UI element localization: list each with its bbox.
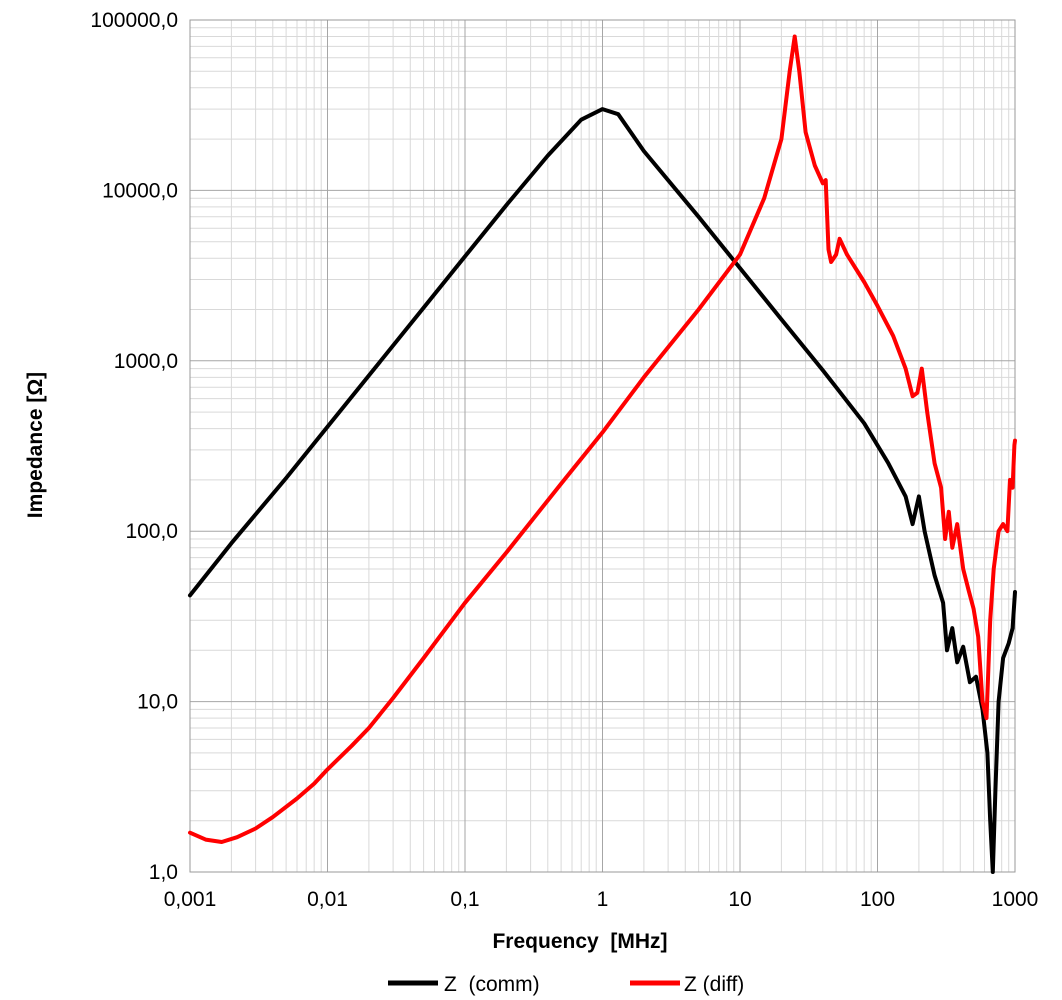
y-tick-label: 10,0 xyxy=(137,691,178,714)
legend-label-diff: Z (diff) xyxy=(684,973,744,996)
y-tick-label: 100,0 xyxy=(125,520,178,543)
legend: Z (comm) Z (diff) xyxy=(388,973,744,996)
series-layer xyxy=(188,34,1017,874)
series-line-diff xyxy=(188,34,1017,844)
y-tick-label: 10000,0 xyxy=(102,179,178,202)
y-tick-labels: 1,0 10,0 100,0 1000,0 10000,0 100000,0 xyxy=(90,9,178,884)
x-tick-label: 0,001 xyxy=(164,888,217,911)
x-tick-label: 0,01 xyxy=(307,888,348,911)
x-tick-label: 100 xyxy=(860,888,895,911)
y-tick-label: 1000,0 xyxy=(114,350,178,373)
x-tick-label: 1000 xyxy=(992,888,1039,911)
x-tick-label: 1 xyxy=(597,888,609,911)
x-tick-label: 0,1 xyxy=(450,888,479,911)
x-tick-label: 10 xyxy=(728,888,751,911)
y-tick-label: 100000,0 xyxy=(90,9,178,32)
y-axis-title: Impedance [Ω] xyxy=(24,372,47,518)
x-axis-title: Frequency [MHz] xyxy=(492,930,667,953)
series-line-comm xyxy=(188,107,1017,874)
legend-label-comm: Z (comm) xyxy=(444,973,540,996)
x-tick-labels: 0,001 0,01 0,1 1 10 100 1000 xyxy=(164,888,1039,911)
y-tick-label: 1,0 xyxy=(149,861,178,884)
